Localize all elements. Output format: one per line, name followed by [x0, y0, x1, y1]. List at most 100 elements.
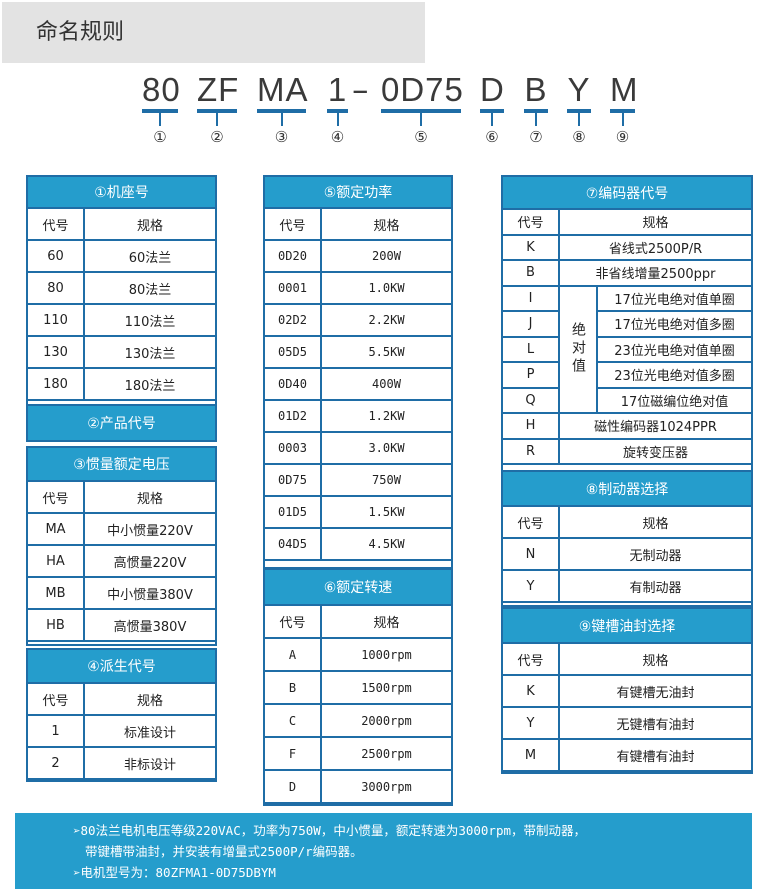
table-row: M 有键槽有油封 — [503, 738, 751, 772]
table-row: F 2500rpm — [265, 736, 451, 771]
col-header-code: 代号 — [265, 604, 322, 639]
row-spec: 17位光电绝对值单圈 — [596, 284, 751, 312]
row-spec: 非省线增量2500ppr — [558, 259, 751, 287]
example-line-3: ➢电机型号为：80ZFMA1-0D75DBYM — [73, 865, 276, 880]
table-row: 05D5 5.5KW — [265, 335, 451, 369]
row-code: 110 — [28, 303, 85, 337]
example-line-1: ➢80法兰电机电压等级220VAC，功率为750W，中小惯量，额定转速为3000… — [73, 823, 587, 838]
section-s8: ⑧制动器选择 代号 规格 N 无制动器 Y 有制动器 — [501, 470, 753, 607]
table-row: Q 17位磁编位绝对值 — [503, 386, 751, 414]
section-title: ⑥额定转速 — [265, 570, 451, 604]
col-header-spec: 规格 — [320, 604, 451, 639]
code-segment: 80 ① — [142, 70, 180, 146]
row-spec: 1.2KW — [320, 399, 451, 433]
segment-number: ① — [153, 128, 167, 146]
row-code: B — [265, 670, 322, 705]
section-s3: ③惯量额定电压 代号 规格 MA 中小惯量220V HA 高惯量220V MB 中小惯量380V… — [26, 446, 217, 646]
row-spec: 750W — [320, 463, 451, 497]
row-spec: 17位磁编位绝对值 — [596, 386, 751, 414]
row-code: MB — [28, 576, 85, 610]
segment-underline — [197, 109, 237, 113]
row-spec: 1.0KW — [320, 271, 451, 305]
table-row: N 无制动器 — [503, 537, 751, 571]
segment-stem — [216, 113, 218, 126]
code-segment: MA ③ — [257, 70, 308, 146]
row-spec: 标准设计 — [83, 714, 215, 748]
row-code: J — [503, 310, 560, 338]
segment-underline — [480, 109, 504, 113]
segment-stem — [535, 113, 537, 126]
row-code: 1 — [28, 714, 85, 748]
col-header-code: 代号 — [503, 642, 560, 676]
row-spec: 3.0KW — [320, 431, 451, 465]
table-row: P 23位光电绝对值多圈 — [503, 361, 751, 389]
example-line-2: 带键槽带油封，并安装有增量式2500P/r编码器。 — [85, 844, 363, 859]
table-row: K 省线式2500P/R — [503, 233, 751, 261]
row-code: A — [265, 637, 322, 672]
col-header-code: 代号 — [265, 207, 322, 241]
title-bar: 命名规则 — [2, 2, 425, 63]
row-spec: 3000rpm — [320, 769, 451, 804]
col-header-spec: 规格 — [558, 505, 751, 539]
row-spec: 1000rpm — [320, 637, 451, 672]
row-code: 0003 — [265, 431, 322, 465]
table-row: 0D40 400W — [265, 367, 451, 401]
row-code: 2 — [28, 746, 85, 780]
section-spacer — [503, 603, 751, 605]
table-row: Y 有制动器 — [503, 569, 751, 603]
row-code: 01D2 — [265, 399, 322, 433]
row-code: 180 — [28, 367, 85, 401]
row-code: L — [503, 335, 560, 363]
table-row: 0D75 750W — [265, 463, 451, 497]
section-spacer — [265, 561, 451, 567]
row-code: M — [503, 738, 560, 772]
row-code: Q — [503, 386, 560, 414]
segment-number: ③ — [274, 128, 289, 146]
row-spec: 无键槽有油封 — [558, 706, 751, 740]
row-spec: 2.2KW — [320, 303, 451, 337]
segment-number: ⑨ — [615, 128, 630, 146]
section-s4: ④派生代号 代号 规格 1 标准设计 2 非标设计 — [26, 648, 217, 782]
row-code: C — [265, 703, 322, 738]
segment-underline — [567, 109, 591, 113]
row-code: 0001 — [265, 271, 322, 305]
table-header-row: 代号 规格 — [265, 604, 451, 639]
row-spec: 有制动器 — [558, 569, 751, 603]
section-s1: ①机座号 代号 规格 60 60法兰 80 80法兰 110 110法兰 130 130法兰 180 1… — [26, 175, 217, 409]
table-header-row: 代号 规格 — [28, 682, 215, 716]
row-spec: 高惯量380V — [83, 608, 215, 642]
section-title: ⑤额定功率 — [265, 177, 451, 207]
section-title: ①机座号 — [28, 177, 215, 207]
segment-stem — [491, 113, 493, 126]
row-spec: 200W — [320, 239, 451, 273]
row-code: 0D75 — [265, 463, 322, 497]
row-spec: 60法兰 — [83, 239, 215, 273]
row-code: K — [503, 233, 560, 261]
row-spec: 130法兰 — [83, 335, 215, 369]
segment-underline — [142, 109, 178, 113]
code-dash: – — [352, 70, 369, 109]
row-spec: 2000rpm — [320, 703, 451, 738]
segment-stem — [159, 113, 161, 126]
row-code: 04D5 — [265, 527, 322, 561]
table-row: D 3000rpm — [265, 769, 451, 804]
table-row: B 1500rpm — [265, 670, 451, 705]
segment-code: ZF — [197, 71, 240, 108]
table-row: MA 中小惯量220V — [28, 512, 215, 546]
table-row: 02D2 2.2KW — [265, 303, 451, 337]
row-code: H — [503, 412, 560, 440]
table-row: 0D20 200W — [265, 239, 451, 273]
segment-number: ⑥ — [485, 128, 499, 146]
row-spec: 有键槽无油封 — [558, 674, 751, 708]
segment-number: ② — [210, 128, 224, 146]
row-code: I — [503, 284, 560, 312]
example-banner: ➢80法兰电机电压等级220VAC，功率为750W，中小惯量，额定转速为3000… — [15, 813, 752, 889]
segment-underline — [327, 109, 348, 113]
table-row: L 23位光电绝对值单圈 — [503, 335, 751, 363]
row-code: 01D5 — [265, 495, 322, 529]
table-row: 110 110法兰 — [28, 303, 215, 337]
row-code: HB — [28, 608, 85, 642]
code-segment: ZF ② — [197, 70, 240, 146]
